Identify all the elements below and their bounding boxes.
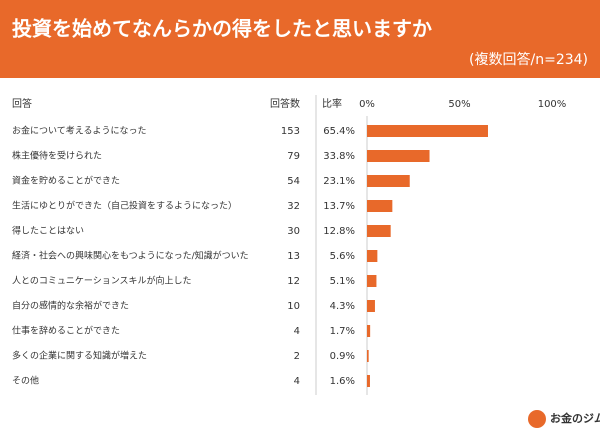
- row-count: 30: [287, 226, 300, 237]
- value-label: 1.7%: [330, 326, 355, 337]
- row-label: その他: [12, 375, 39, 387]
- row-count: 79: [287, 151, 300, 162]
- row-label: お金について考えるようになった: [12, 125, 146, 137]
- row-label: 人とのコミュニケーションスキルが向上した: [12, 275, 192, 287]
- row-label: 経済・社会への興味関心をもつようになった/知識がついた: [12, 250, 249, 262]
- logo-icon: [528, 410, 546, 428]
- col-count: 回答数: [270, 97, 300, 110]
- value-label: 33.8%: [323, 151, 355, 162]
- value-label: 0.9%: [330, 351, 355, 362]
- row-label: 得したことはない: [12, 225, 84, 237]
- row-label: 多くの企業に関する知識が増えた: [12, 350, 147, 362]
- bar: [367, 150, 430, 162]
- bar: [367, 225, 391, 237]
- row-count: 12: [287, 276, 300, 287]
- row-count: 13: [287, 251, 300, 262]
- col-answer: 回答: [12, 97, 32, 110]
- value-label: 1.6%: [330, 376, 355, 387]
- value-label: 13.7%: [323, 201, 355, 212]
- value-label: 23.1%: [323, 176, 355, 187]
- row-label: 資金を貯めることができた: [12, 175, 120, 187]
- logo: お金のジム: [550, 411, 600, 425]
- row-count: 4: [294, 376, 300, 387]
- header-band: [0, 0, 600, 78]
- row-count: 4: [294, 326, 300, 337]
- col-ratio: 比率: [322, 97, 342, 110]
- bar: [367, 325, 371, 337]
- value-label: 4.3%: [330, 301, 355, 312]
- bar: [367, 300, 375, 312]
- row-count: 54: [287, 176, 300, 187]
- bar: [367, 175, 410, 187]
- row-count: 2: [294, 351, 300, 362]
- row-label: 生活にゆとりができた（自己投資をするようになった）: [12, 200, 237, 212]
- bar: [367, 350, 369, 362]
- x-tick-label: 0%: [359, 99, 375, 110]
- x-tick-label: 50%: [448, 99, 470, 110]
- x-tick-label: 100%: [538, 99, 567, 110]
- row-label: 株主優待を受けられた: [12, 150, 102, 162]
- bar: [367, 275, 377, 287]
- value-label: 5.1%: [330, 276, 355, 287]
- row-label: 自分の感情的な余裕ができた: [12, 300, 129, 312]
- value-label: 5.6%: [330, 251, 355, 262]
- bar: [367, 200, 393, 212]
- subtitle: (複数回答/n=234): [469, 51, 588, 68]
- value-label: 65.4%: [323, 126, 355, 137]
- bar: [367, 375, 370, 387]
- row-count: 32: [287, 201, 300, 212]
- row-label: 仕事を辞めることができた: [12, 325, 120, 337]
- value-label: 12.8%: [323, 226, 355, 237]
- bar: [367, 250, 378, 262]
- row-count: 153: [281, 126, 300, 137]
- title: 投資を始めてなんらかの得をしたと思いますか: [12, 17, 432, 41]
- bar: [367, 125, 488, 137]
- row-count: 10: [287, 301, 300, 312]
